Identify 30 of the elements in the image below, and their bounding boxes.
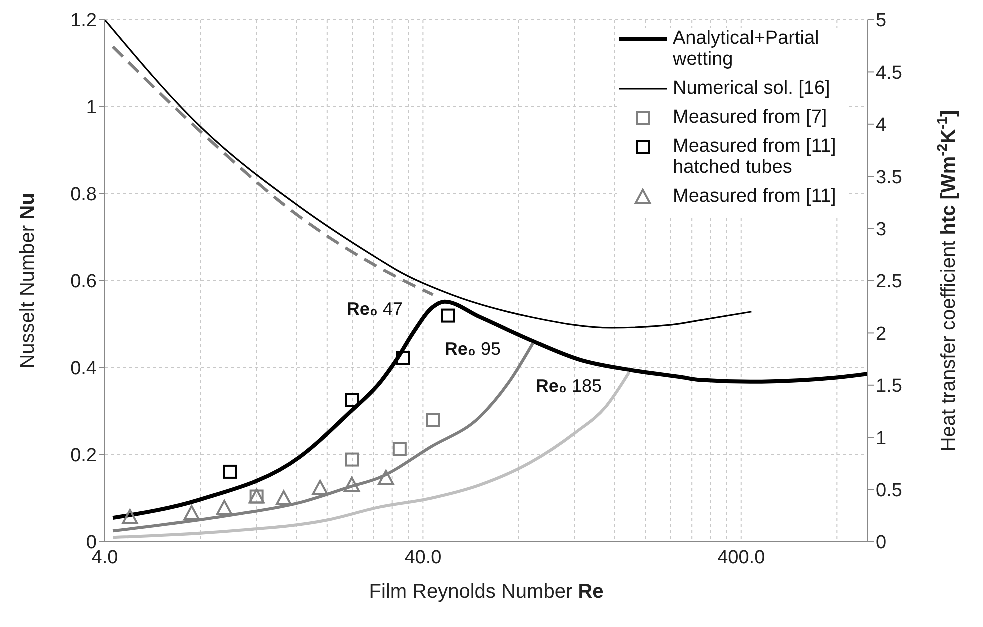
annotation: Re₀ 47 bbox=[346, 298, 404, 319]
y-tick-label: 1 bbox=[86, 98, 97, 119]
legend-label: Analytical+Partial wetting bbox=[673, 28, 820, 70]
y2-tick-label: 2.5 bbox=[876, 272, 902, 293]
x-axis-title: Film Reynolds Number Re bbox=[369, 581, 604, 603]
y2-tick-label: 1.5 bbox=[876, 376, 902, 398]
y2-tick-label: 4 bbox=[876, 115, 887, 136]
y-tick-label: 0 bbox=[86, 532, 97, 554]
x-tick-label: 40.0 bbox=[404, 547, 442, 568]
legend-label: Numerical sol. [16] bbox=[673, 78, 832, 99]
y2-tick-label: 4.5 bbox=[876, 62, 902, 84]
y2-tick-label: 1 bbox=[876, 428, 887, 450]
x-tick-label: 400.0 bbox=[718, 547, 766, 568]
y-tick-label: 1.2 bbox=[70, 10, 97, 32]
y2-tick-label: 3 bbox=[876, 220, 887, 241]
legend-label: Measured from [7] bbox=[673, 107, 828, 128]
y2-tick-label: 5 bbox=[876, 10, 887, 32]
annotation: Re₀ 185 bbox=[536, 376, 602, 396]
y2-tick-label: 2 bbox=[876, 324, 887, 345]
y-tick-label: 0.2 bbox=[70, 446, 97, 467]
y2-tick-label: 0 bbox=[876, 532, 887, 554]
legend-label: Measured from [11] bbox=[673, 186, 838, 207]
y2-tick-label: 3.5 bbox=[876, 167, 902, 188]
y2-tick-label: 0.5 bbox=[876, 480, 902, 502]
y-tick-label: 0.6 bbox=[70, 272, 97, 293]
annotation: Re₀ 95 bbox=[444, 338, 502, 359]
y-tick-label: 0.8 bbox=[70, 184, 97, 206]
y-axis-title: Nusselt Number Nu bbox=[17, 193, 39, 369]
y-tick-label: 0.4 bbox=[70, 358, 98, 380]
legend-label: Measured from [11] hatched tubes bbox=[673, 136, 838, 178]
